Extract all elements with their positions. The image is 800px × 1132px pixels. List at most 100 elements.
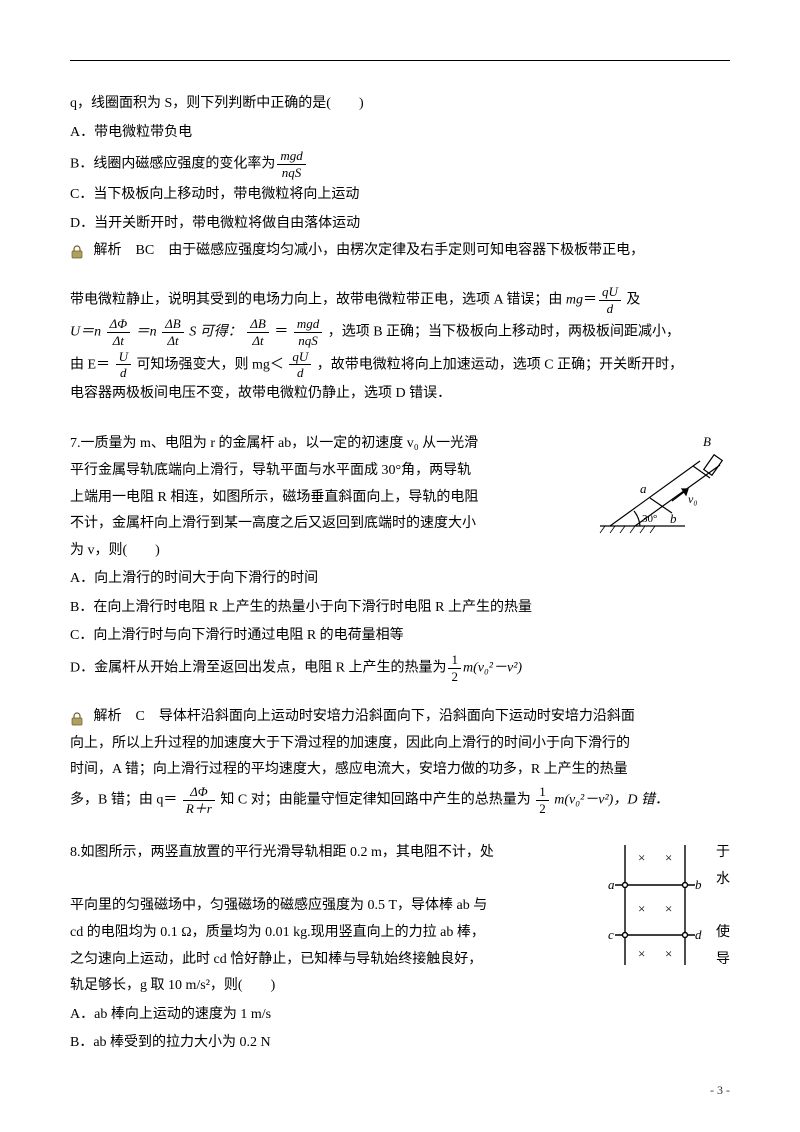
fraction: ΔΦR＋r — [183, 784, 215, 816]
q8-stem-l1: 8.如图所示，两竖直放置的平行光滑导轨相距 0.2 m，其电阻不计，处 — [70, 840, 494, 867]
fraction: qUd — [289, 349, 311, 381]
svg-text:a: a — [608, 877, 615, 892]
text: ＝ — [274, 325, 288, 340]
q6-opt-b-prefix: B．线圈内磁感应强度的变化率为 — [70, 157, 275, 172]
frac-den: d — [289, 365, 311, 381]
frac-den: 2 — [448, 669, 461, 685]
svg-text:30°: 30° — [642, 513, 657, 525]
q8-stem-r4: 导 — [716, 947, 730, 974]
svg-text:a: a — [640, 481, 647, 496]
text: U＝n — [70, 325, 101, 340]
q6-sol-l3: U＝n ΔΦΔt ＝n ΔBΔt S 可得： ΔBΔt ＝ mgdnqS ，选项… — [70, 316, 730, 348]
q7-stem-l3: 上端用一电阻 R 相连，如图所示，磁场垂直斜面向上，导轨的电阻 — [70, 485, 580, 512]
q7: B a b v₀ 30° 7.一质量为 m、电阻为 r 的金属杆 ab，以一定的… — [70, 431, 730, 684]
frac-den: nqS — [277, 165, 305, 181]
frac-num: mgd — [294, 316, 322, 333]
q6-solution: 解析 BC 由于磁感应强度均匀减小，由楞次定律及右手定则可知电容器下极板带正电， — [70, 238, 730, 265]
q7-opt-d-suffix: m(v₀²－v²) — [463, 660, 522, 675]
text: ，故带电微粒将向上加速运动，选项 C 正确；开关断开时， — [317, 357, 683, 372]
svg-text:×: × — [638, 901, 645, 916]
frac-num: qU — [599, 284, 621, 301]
q7-sol-l2: 向上，所以上升过程的加速度大于下滑过程的加速度，因此向上滑行的时间小于向下滑行的 — [70, 731, 730, 758]
fraction: Ud — [116, 349, 131, 381]
frac-num: U — [116, 349, 131, 366]
text: ＝n — [136, 325, 157, 340]
q7-opt-b: B．在向上滑行时电阻 R 上产生的热量小于向下滑行时电阻 R 上产生的热量 — [70, 595, 730, 622]
frac-den: nqS — [294, 333, 322, 349]
q8-opt-a: A．ab 棒向上运动的速度为 1 m/s — [70, 1002, 730, 1029]
q7-sol-l4: 多，B 错；由 q＝ ΔΦR＋r 知 C 对；由能量守恒定律知回路中产生的总热量… — [70, 784, 730, 816]
q8-stem-r3: 使 — [716, 920, 730, 947]
svg-text:b: b — [670, 511, 677, 526]
q8-stem-l3b: 之匀速向上运动，此时 cd 恰好静止，已知棒与导轨始终接触良好， — [70, 947, 482, 974]
frac-den: d — [116, 365, 131, 381]
frac-num: 1 — [536, 784, 549, 801]
frac-num: ΔΦ — [107, 316, 131, 333]
fraction: ΔBΔt — [162, 316, 184, 348]
q8-figure: ×× ×× ×× ab cd — [600, 840, 710, 970]
frac-num: ΔΦ — [183, 784, 215, 801]
svg-text:B: B — [703, 434, 711, 449]
svg-text:×: × — [665, 946, 672, 961]
q8-stem-r2: 水 — [716, 872, 730, 887]
frac-den: Δt — [247, 333, 269, 349]
solution-label: 解析 C — [94, 709, 145, 724]
fraction: 12 — [448, 652, 461, 684]
q6-sol-l4: 由 E＝ Ud 可知场强变大，则 mg＜ qUd ，故带电微粒将向上加速运动，选… — [70, 349, 730, 381]
q7-stem-l1: 7.一质量为 m、电阻为 r 的金属杆 ab，以一定的初速度 v₀ 从一光滑 — [70, 431, 580, 458]
q7-figure: B a b v₀ 30° — [590, 431, 730, 541]
q6-opt-c: C．当下极板向上移动时，带电微粒将向上运动 — [70, 182, 730, 209]
frac-num: 1 — [448, 652, 461, 669]
q6-opt-b: B．线圈内磁感应强度的变化率为mgdnqS — [70, 148, 730, 180]
svg-text:c: c — [608, 927, 614, 942]
text: 知 C 对；由能量守恒定律知回路中产生的总热量为 — [220, 792, 530, 807]
frac-den: 2 — [536, 801, 549, 817]
q8-stem-l4: 轨足够长，g 取 10 m/s²，则( ) — [70, 973, 730, 1000]
q6-opt-a: A．带电微粒带负电 — [70, 120, 730, 147]
svg-text:×: × — [665, 901, 672, 916]
svg-text:×: × — [638, 850, 645, 865]
q6-sol-l5: 电容器两极板间电压不变，故带电微粒仍静止，选项 D 错误． — [70, 381, 730, 408]
q7-solution: 解析 C 导体杆沿斜面向上运动时安培力沿斜面向下，沿斜面向下运动时安培力沿斜面 — [70, 704, 730, 731]
text: S 可得： — [189, 325, 242, 340]
frac-num: qU — [289, 349, 311, 366]
q7-opt-c: C．向上滑行时与向下滑行时通过电阻 R 的电荷量相等 — [70, 623, 730, 650]
text: m(v₀²－v²)，D 错． — [554, 792, 669, 807]
q7-sol-l3: 时间，A 错；向上滑行过程的平均速度大，感应电流大，安培力做的功多，R 上产生的… — [70, 757, 730, 784]
q7-stem-l4: 不计，金属杆向上滑行到某一高度之后又返回到底端时的速度大小 — [70, 511, 580, 538]
q8-stem-r1: 于 — [716, 840, 730, 867]
frac-den: Δt — [162, 333, 184, 349]
fraction: mgdnqS — [294, 316, 322, 348]
svg-text:×: × — [638, 946, 645, 961]
top-rule — [70, 60, 730, 61]
lock-icon — [70, 710, 84, 724]
q6-sol-l1a: 由于磁感应强度均匀减小，由楞次定律及右手定则可知电容器下极板带正电， — [168, 243, 644, 258]
svg-text:d: d — [695, 927, 702, 942]
q7-opt-d: D．金属杆从开始上滑至返回出发点，电阻 R 上产生的热量为12m(v₀²－v²) — [70, 652, 730, 684]
text: 及 — [623, 292, 641, 307]
text: 多，B 错；由 q＝ — [70, 792, 177, 807]
fraction: qUd — [599, 284, 621, 316]
fraction: ΔΦΔt — [107, 316, 131, 348]
page: q，线圈面积为 S，则下列判断中正确的是( ) A．带电微粒带负电 B．线圈内磁… — [0, 0, 800, 1132]
q7-opt-a: A．向上滑行的时间大于向下滑行的时间 — [70, 566, 730, 593]
page-number: - 3 - — [710, 1079, 730, 1102]
frac-num: ΔB — [162, 316, 184, 333]
frac-den: Δt — [107, 333, 131, 349]
fraction: mgdnqS — [277, 148, 305, 180]
fraction: ΔBΔt — [247, 316, 269, 348]
q7-stem-l5: 为 v，则( ) — [70, 538, 580, 565]
svg-text:×: × — [665, 850, 672, 865]
q6-opt-d: D．当开关断开时，带电微粒将做自由落体运动 — [70, 211, 730, 238]
q7-opt-d-prefix: D．金属杆从开始上滑至返回出发点，电阻 R 上产生的热量为 — [70, 660, 446, 675]
q6-cont: q，线圈面积为 S，则下列判断中正确的是( ) — [70, 91, 730, 118]
solution-label: 解析 BC — [94, 243, 155, 258]
text: 由 E＝ — [70, 357, 110, 372]
fraction: 12 — [536, 784, 549, 816]
frac-den: R＋r — [183, 801, 215, 817]
q7-sol-l1: 导体杆沿斜面向上运动时安培力沿斜面向下，沿斜面向下运动时安培力沿斜面 — [159, 709, 635, 724]
frac-num: mgd — [277, 148, 305, 165]
text: 可知场强变大，则 mg＜ — [136, 357, 283, 372]
svg-text:v₀: v₀ — [688, 492, 698, 506]
frac-num: ΔB — [247, 316, 269, 333]
